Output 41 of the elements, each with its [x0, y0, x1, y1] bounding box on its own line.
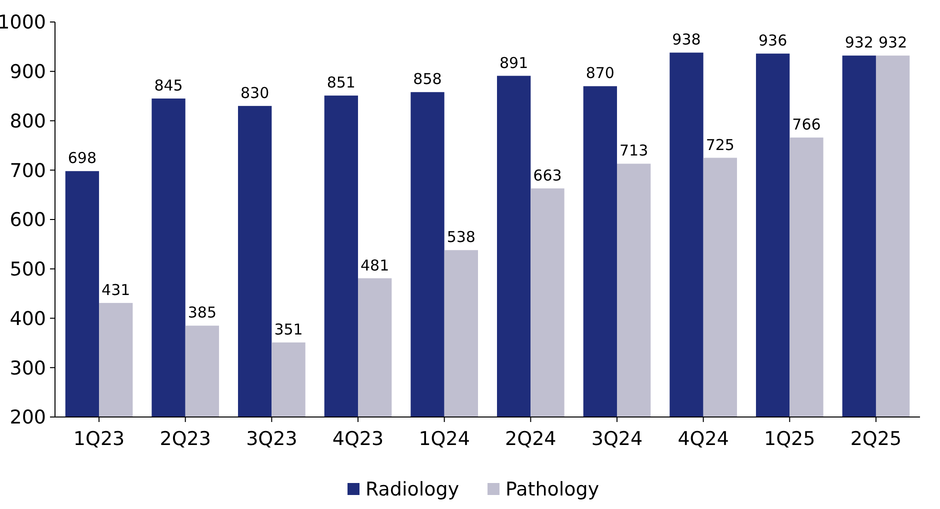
y-tick-label: 1000 [0, 12, 46, 34]
data-label: 851 [326, 74, 356, 92]
data-label: 858 [413, 70, 442, 88]
data-label: 698 [68, 149, 97, 168]
y-tick-label: 300 [10, 357, 46, 380]
y-tick-label: 500 [10, 258, 46, 281]
legend-label: Pathology [506, 478, 600, 501]
data-label: 351 [274, 320, 303, 338]
data-label: 936 [758, 32, 788, 50]
data-label: 385 [188, 304, 217, 322]
data-label: 481 [360, 256, 390, 274]
x-tick-label: 4Q23 [332, 428, 384, 450]
x-tick-label: 3Q24 [591, 428, 643, 450]
x-tick-label: 2Q24 [505, 428, 556, 450]
data-label: 725 [706, 136, 734, 154]
y-tick-label: 400 [10, 308, 46, 330]
data-label: 932 [878, 34, 908, 52]
x-tick-label: 1Q23 [73, 428, 125, 450]
legend-label: Radiology [366, 478, 460, 501]
data-label: 830 [240, 84, 270, 102]
x-tick-label: 3Q23 [246, 428, 298, 450]
y-tick-label: 800 [10, 110, 46, 132]
data-label: 713 [620, 142, 648, 160]
data-label: 766 [792, 116, 821, 134]
x-tick-label: 1Q25 [764, 428, 816, 450]
y-tick-label: 900 [10, 61, 46, 84]
data-label: 431 [102, 280, 130, 299]
x-tick-label: 2Q25 [850, 428, 902, 450]
data-label: 538 [446, 228, 476, 246]
x-tick-label: 2Q23 [160, 428, 211, 450]
x-tick-label: 4Q24 [678, 428, 729, 450]
y-tick-label: 600 [10, 209, 46, 232]
data-label: 932 [844, 34, 874, 52]
data-label: 891 [500, 54, 528, 72]
data-label: 845 [154, 76, 183, 95]
y-tick-label: 200 [10, 406, 46, 429]
x-tick-label: 1Q24 [418, 428, 470, 450]
y-tick-label: 700 [10, 160, 46, 182]
data-label: 938 [672, 30, 701, 49]
data-label: 870 [586, 64, 614, 82]
data-label: 663 [533, 166, 562, 184]
